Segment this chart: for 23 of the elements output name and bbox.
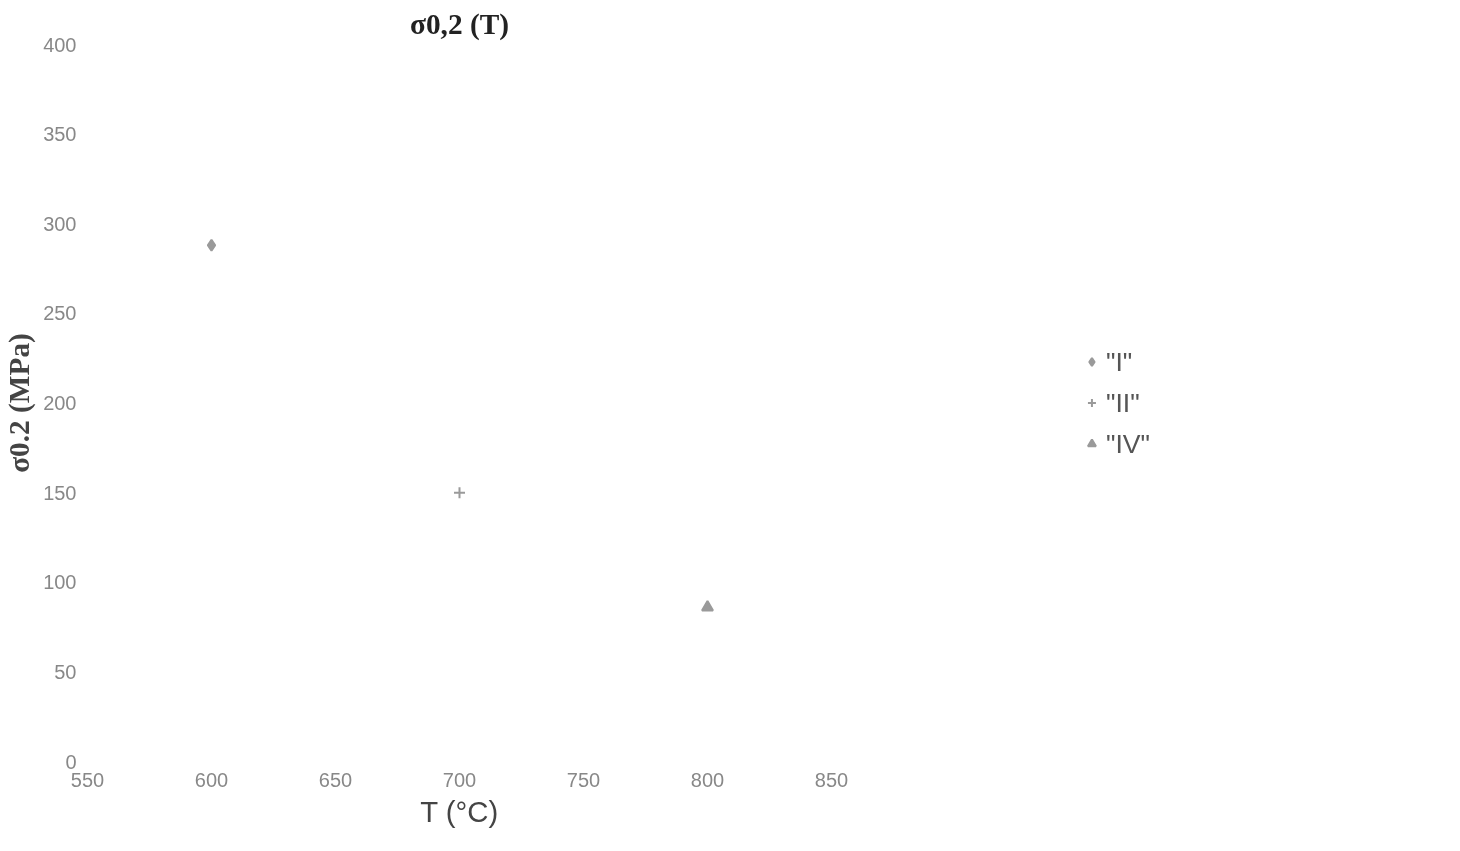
y-tick-label: 350 — [43, 123, 77, 146]
point — [206, 238, 217, 252]
x-tick-label: 850 — [814, 768, 849, 791]
x-tick-label: 800 — [690, 768, 725, 791]
chart-title: σ0,2 (T) — [409, 7, 510, 41]
x-tick-label: 700 — [442, 768, 477, 791]
y-tick-label: 150 — [43, 481, 77, 504]
point — [701, 599, 714, 612]
y-tick-label: 300 — [43, 212, 77, 235]
x-tick-label: 750 — [566, 768, 601, 791]
legend-label: "II" — [1105, 387, 1140, 418]
y-tick-label: 200 — [43, 392, 77, 414]
legend-label: "IV" — [1105, 428, 1151, 459]
y-tick-label: 400 — [43, 33, 77, 56]
y-tick-label: 100 — [43, 571, 77, 594]
legend-label: "I" — [1105, 346, 1133, 377]
y-tick-label: 250 — [43, 302, 77, 325]
x-axis-title: T (°C) — [420, 794, 499, 828]
y-axis-title: σ0.2 (MPa) — [3, 333, 37, 473]
point — [453, 486, 466, 500]
y-tick-label: 50 — [54, 660, 77, 683]
x-tick-label: 600 — [194, 768, 229, 791]
x-tick-label: 650 — [318, 768, 353, 791]
